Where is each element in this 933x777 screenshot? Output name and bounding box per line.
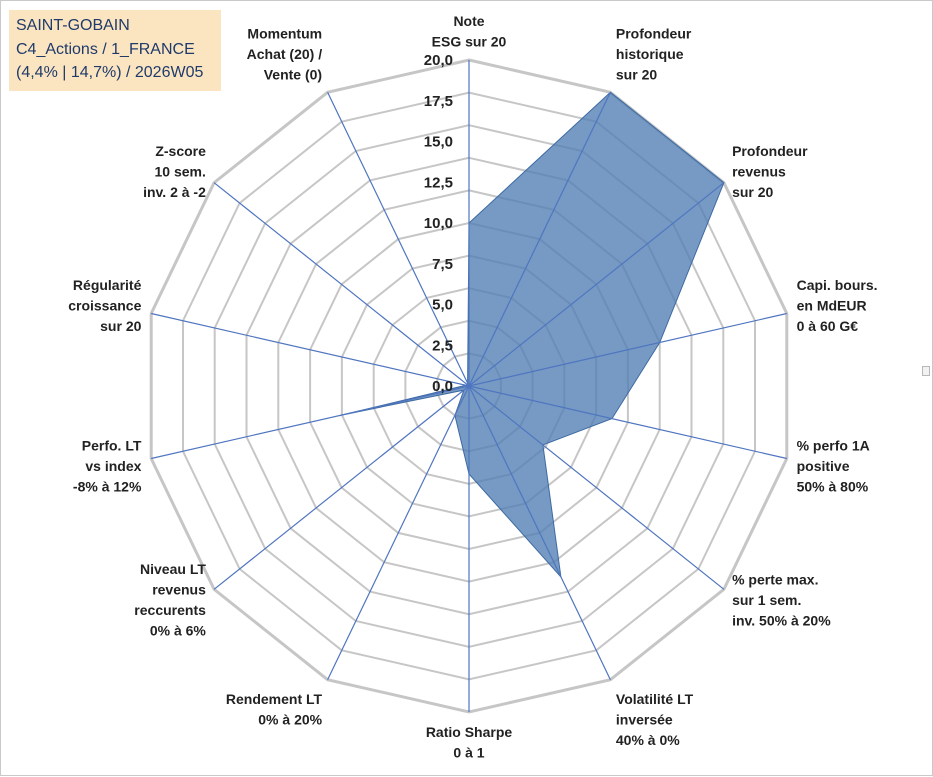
title-portfolio: C4_Actions / 1_FRANCE: [16, 38, 214, 62]
tick-label: 20,0: [424, 52, 453, 69]
title-stats: (4,4% | 14,7%) / 2026W05: [16, 61, 214, 85]
title-box: SAINT-GOBAIN C4_Actions / 1_FRANCE (4,4%…: [9, 10, 221, 91]
tick-label: 0,0: [432, 378, 453, 395]
tick-label: 5,0: [432, 297, 453, 314]
tick-label: 2,5: [432, 337, 453, 354]
scrollbar-handle[interactable]: [922, 366, 930, 376]
tick-label: 7,5: [432, 256, 453, 273]
title-company: SAINT-GOBAIN: [16, 14, 214, 38]
tick-label: 15,0: [424, 134, 453, 151]
axis-label: % perte max.sur 1 sem.inv. 50% à 20%: [732, 572, 831, 629]
tick-layer: 0,0 2,5 5,0 7,5 10,0 12,5 15,0 17,5 20,0: [424, 52, 453, 395]
tick-label: 10,0: [424, 215, 453, 232]
tick-label: 17,5: [424, 93, 453, 110]
tick-label: 12,5: [424, 174, 453, 191]
series-layer: [339, 92, 724, 577]
series-area: [339, 92, 724, 577]
